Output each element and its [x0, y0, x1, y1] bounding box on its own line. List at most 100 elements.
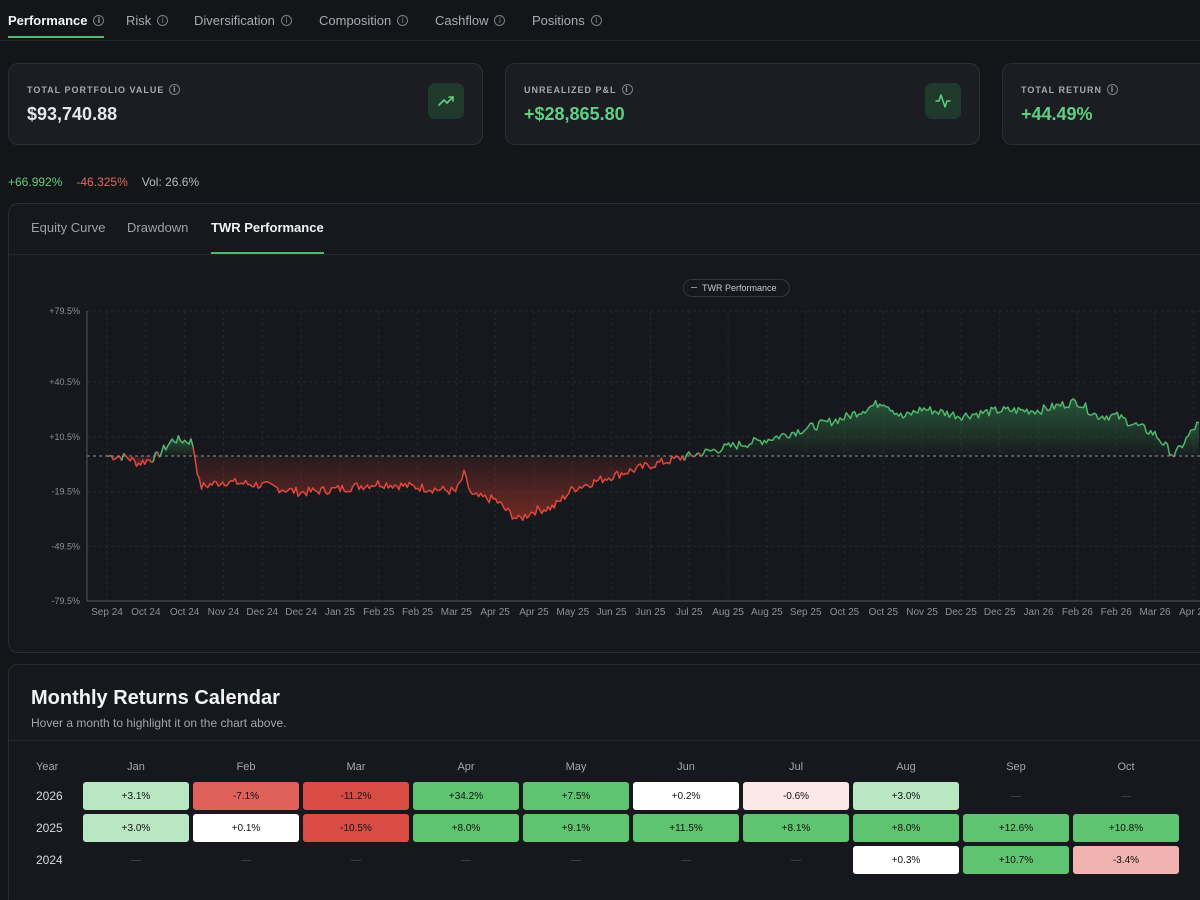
month-return-cell[interactable]: -11.2% [303, 782, 409, 810]
x-tick-label: Aug 25 [751, 607, 783, 618]
calendar-title: Monthly Returns Calendar [31, 687, 280, 709]
month-return-cell[interactable]: +34.2% [413, 782, 519, 810]
x-tick-label: Dec 25 [984, 607, 1016, 618]
chart-tabs: Equity Curve Drawdown TWR Performance [9, 204, 1200, 255]
gain-area [701, 398, 1172, 457]
info-icon: i [1107, 84, 1118, 95]
month-return-cell[interactable]: +10.8% [1073, 814, 1179, 842]
y-tick-label: +40.5% [49, 377, 80, 387]
month-return-cell[interactable]: +3.0% [83, 814, 189, 842]
card-value: $93,740.88 [27, 104, 118, 124]
tab-risk[interactable]: Risk i [126, 0, 169, 40]
chart-legend[interactable]: TWR Performance [683, 279, 790, 297]
loss-line [110, 455, 123, 461]
x-tick-label: Feb 26 [1062, 607, 1094, 618]
month-header: Jun [677, 761, 695, 773]
tab-twr-performance[interactable]: TWR Performance [211, 220, 324, 254]
month-return-cell: — [1011, 790, 1021, 802]
month-header: Oct [1117, 761, 1135, 773]
card-value: +$28,865.80 [524, 104, 625, 124]
info-icon: i [590, 14, 602, 26]
month-return-cell[interactable]: +12.6% [963, 814, 1069, 842]
month-header: Apr [457, 761, 475, 773]
total-portfolio-value-card: TOTAL PORTFOLIO VALUE i $93,740.88 [8, 63, 483, 145]
gain-line [152, 451, 158, 463]
card-label: TOTAL PORTFOLIO VALUE [27, 84, 165, 95]
return-stats: +66.992% -46.325% Vol: 26.6% [8, 175, 199, 189]
loss-area [193, 446, 685, 521]
worst-return: -46.325% [76, 175, 128, 189]
x-tick-label: Jun 25 [597, 607, 627, 618]
month-header: Sep [1006, 761, 1026, 773]
tab-positions[interactable]: Positions i [532, 0, 602, 40]
x-tick-label: Apr 26 [1179, 607, 1200, 618]
x-tick-label: Apr 25 [480, 607, 510, 618]
calendar-subtitle: Hover a month to highlight it on the cha… [31, 716, 287, 730]
month-header: Feb [236, 761, 256, 773]
y-tick-label: +79.5% [49, 306, 80, 316]
year-header: Year [36, 761, 59, 773]
month-return-cell[interactable]: +8.1% [743, 814, 849, 842]
x-tick-label: Feb 25 [363, 607, 395, 618]
y-tick-label: -79.5% [51, 596, 80, 606]
month-return-cell: — [351, 854, 361, 866]
month-return-cell[interactable]: +0.2% [633, 782, 739, 810]
twr-chart[interactable]: +79.5% +40.5% +10.5% -19.5% -49.5% -79.5% Sep … [9, 204, 1200, 653]
x-tick-label: Aug 25 [712, 607, 744, 618]
unrealized-pnl-card: UNREALIZED P&L i +$28,865.80 [505, 63, 980, 145]
info-icon: i [397, 14, 409, 26]
gain-area [684, 451, 691, 461]
month-return-cell[interactable]: +0.1% [193, 814, 299, 842]
month-return-cell[interactable]: +8.0% [853, 814, 959, 842]
chart-panel: Equity Curve Drawdown TWR Performance TW… [8, 203, 1200, 653]
x-tick-label: Mar 26 [1139, 607, 1171, 618]
tab-performance[interactable]: Performance i [8, 0, 105, 40]
month-return-cell[interactable]: +3.0% [853, 782, 959, 810]
x-tick-label: Feb 25 [402, 607, 434, 618]
month-return-cell[interactable]: -10.5% [303, 814, 409, 842]
tab-diversification[interactable]: Diversification i [194, 0, 292, 40]
x-tick-label: Jan 25 [325, 607, 355, 618]
month-return-cell[interactable]: +8.0% [413, 814, 519, 842]
month-return-cell[interactable]: -3.4% [1073, 846, 1179, 874]
x-tick-label: Feb 26 [1101, 607, 1133, 618]
info-icon: i [157, 14, 169, 26]
year-label: 2026 [36, 789, 63, 803]
tab-composition[interactable]: Composition i [319, 0, 409, 40]
month-return-cell[interactable]: +0.3% [853, 846, 959, 874]
y-tick-label: +10.5% [49, 432, 80, 442]
month-header: May [565, 761, 587, 773]
month-return-cell[interactable]: +10.7% [963, 846, 1069, 874]
month-header: Jan [127, 761, 145, 773]
monthly-returns-calendar: Monthly Returns Calendar Hover a month t… [8, 664, 1200, 900]
loss-line [123, 452, 154, 468]
info-icon: i [93, 14, 105, 26]
gain-line [108, 454, 112, 457]
info-icon: i [621, 84, 633, 95]
x-tick-label: Jul 25 [676, 607, 703, 618]
divider [9, 740, 1200, 741]
month-return-cell: — [681, 854, 691, 866]
x-tick-label: Dec 24 [246, 607, 278, 618]
month-return-cell[interactable]: +7.5% [523, 782, 629, 810]
loss-area [123, 453, 154, 467]
month-return-cell[interactable]: -0.6% [743, 782, 849, 810]
card-label: TOTAL RETURN [1021, 84, 1102, 95]
x-tick-label: Oct 24 [170, 607, 200, 618]
gain-line [120, 453, 125, 461]
x-tick-label: Oct 24 [131, 607, 161, 618]
tab-drawdown[interactable]: Drawdown [127, 220, 189, 235]
tab-equity-curve[interactable]: Equity Curve [31, 220, 106, 235]
month-return-cell[interactable]: +11.5% [633, 814, 739, 842]
x-tick-label: May 25 [556, 607, 589, 618]
loss-line [192, 446, 686, 522]
year-label: 2024 [36, 853, 63, 867]
month-return-cell[interactable]: -7.1% [193, 782, 299, 810]
tab-cashflow[interactable]: Cashflow i [435, 0, 506, 40]
month-return-cell: — [791, 854, 801, 866]
x-tick-label: Jan 26 [1024, 607, 1054, 618]
month-return-cell: — [131, 854, 141, 866]
gain-line [683, 451, 692, 461]
month-return-cell[interactable]: +3.1% [83, 782, 189, 810]
month-return-cell[interactable]: +9.1% [523, 814, 629, 842]
